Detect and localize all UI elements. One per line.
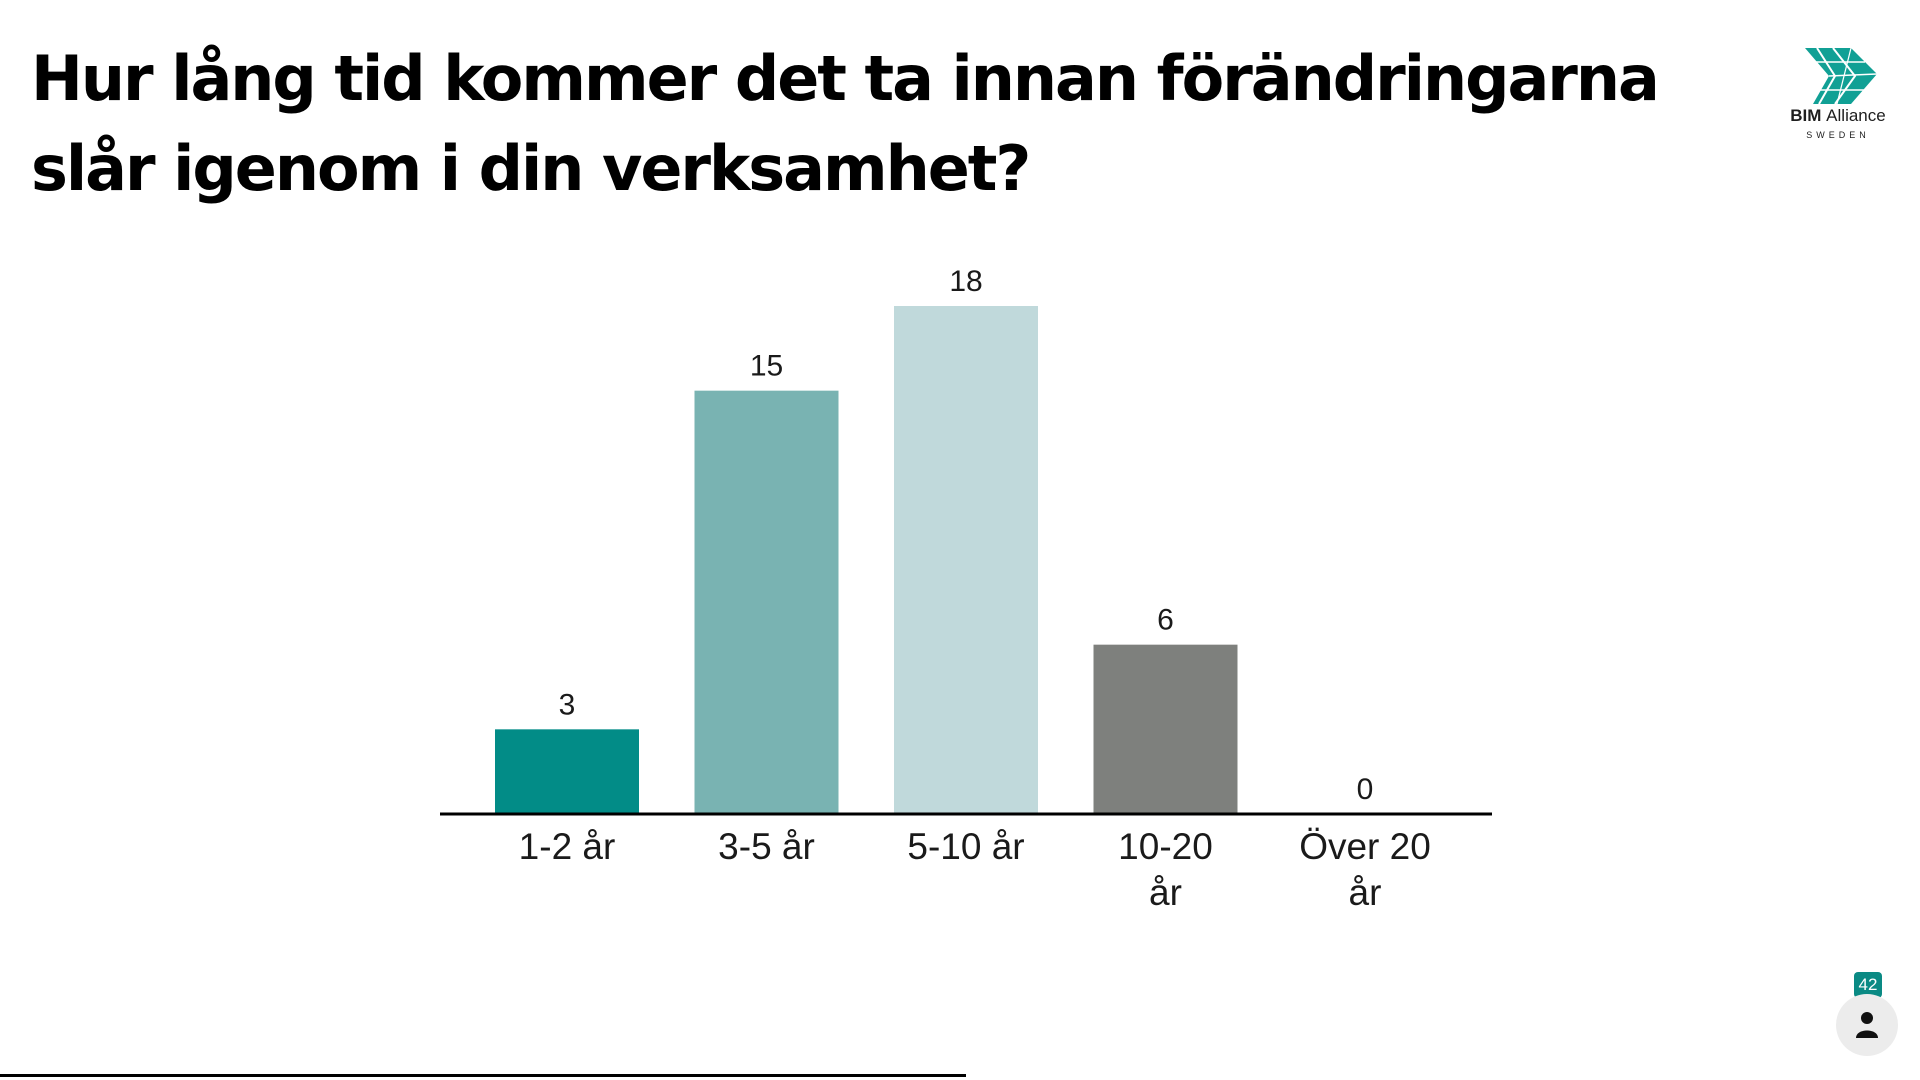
x-tick-label-4: Över 20 år — [1299, 826, 1431, 913]
person-icon — [1856, 1012, 1878, 1038]
bar-2 — [894, 306, 1038, 814]
bar-3 — [1093, 644, 1238, 814]
participant-counter[interactable]: 42 — [1836, 972, 1900, 1056]
bar-1 — [694, 390, 839, 814]
bim-alliance-logo-icon — [1805, 48, 1877, 104]
logo-subtitle: SWEDEN — [1806, 130, 1870, 140]
participant-count-badge: 42 — [1854, 972, 1882, 998]
data-label-2: 18 — [949, 265, 982, 298]
x-tick-label-0: 1-2 år — [519, 826, 616, 867]
data-label-1: 15 — [750, 350, 783, 383]
page-title: Hur lång tid kommer det ta innan förändr… — [31, 42, 1660, 205]
logo-wordmark: BIM Alliance — [1790, 106, 1886, 125]
bar-0 — [495, 729, 639, 814]
x-tick-label-2: 5-10 år — [907, 826, 1024, 867]
data-label-4: 0 — [1357, 773, 1374, 806]
progress-line — [0, 1074, 966, 1077]
x-tick-label-3: 10-20 år — [1118, 826, 1213, 913]
data-label-3: 6 — [1157, 604, 1174, 637]
data-label-0: 3 — [559, 688, 576, 721]
avatar — [1836, 994, 1898, 1056]
x-tick-label-1: 3-5 år — [718, 826, 815, 867]
bim-alliance-logo: BIM Alliance SWEDEN — [1776, 44, 1900, 144]
